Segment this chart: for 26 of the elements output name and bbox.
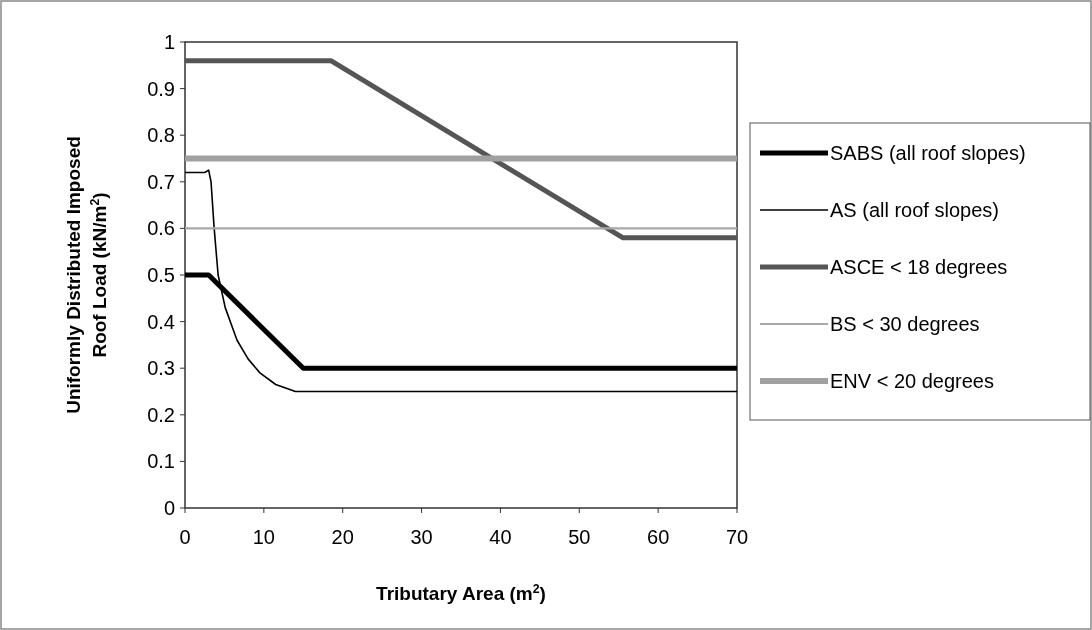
x-tick-label: 10 [252,526,275,548]
y-tick-label: 0 [163,497,175,519]
y-tick-label: 0.1 [147,450,175,473]
x-tick-label: 0 [179,526,191,548]
y-tick-label: 1 [163,31,175,53]
x-tick-label: 50 [568,526,591,548]
legend-label: ENV < 20 degrees [830,370,994,392]
y-tick-label: 0.2 [147,403,175,426]
y-tick-label: 0.5 [147,264,175,286]
legend-label: SABS (all roof slopes) [830,142,1026,164]
y-tick-label: 0.9 [147,77,175,100]
x-tick-label: 30 [410,526,433,548]
x-tick-label: 70 [725,526,749,548]
legend-label: BS < 30 degrees [830,313,980,335]
x-tick-label: 60 [647,526,670,548]
x-tick-label: 40 [489,526,512,548]
x-tick-label: 20 [331,526,354,548]
legend-label: ASCE < 18 degrees [830,256,1008,278]
legend-label: AS (all roof slopes) [830,199,999,221]
y-tick-label: 0.6 [147,217,175,240]
y-tick-label: 0.8 [147,124,175,147]
y-tick-label: 0.4 [147,310,175,333]
x-axis-title: Tributary Area (m$^{2}$) [376,582,546,604]
y-tick-label: 0.3 [147,357,175,380]
y-tick-label: 0.7 [147,170,175,193]
line-series [184,169,738,393]
